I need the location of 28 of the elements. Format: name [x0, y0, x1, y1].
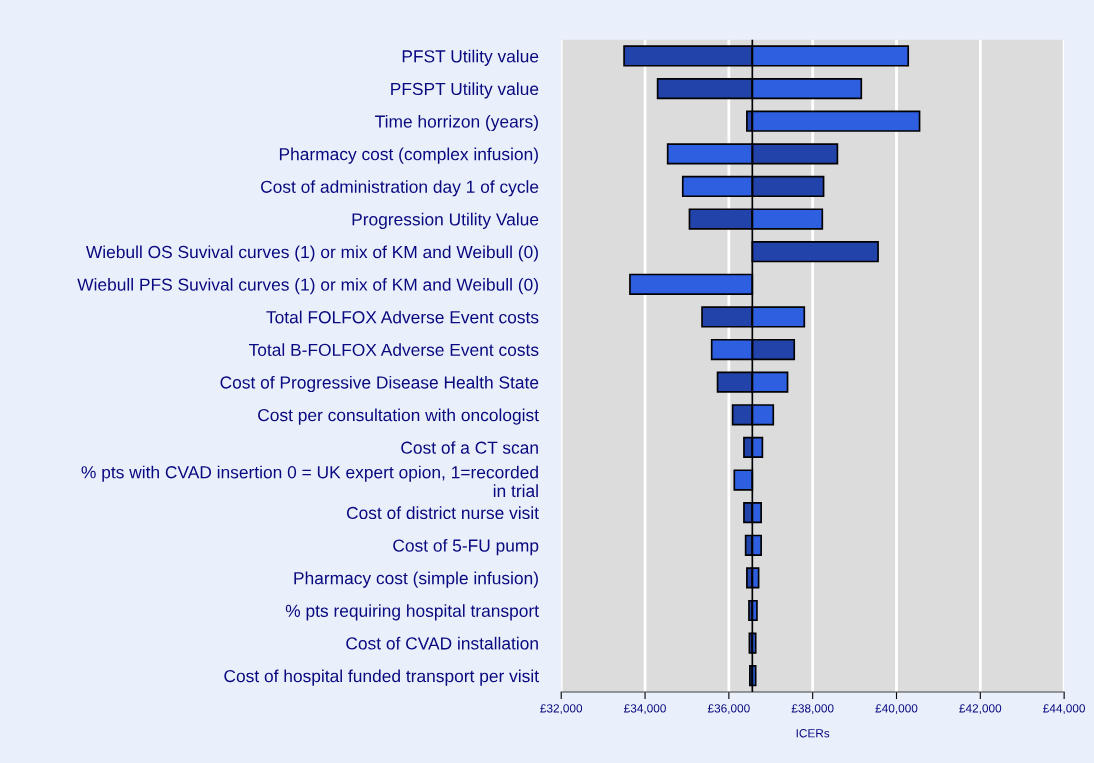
x-tick-label: £36,000 — [707, 704, 750, 714]
x-tick-label: £32,000 — [540, 704, 583, 714]
y-tick-label: Wiebull OS Suvival curves (1) or mix of KM and Weibull (0) — [85, 245, 538, 262]
x-axis-title: ICERs — [796, 729, 830, 738]
y-tick-label: Cost of hospital funded transport per visit — [224, 669, 539, 686]
y-tick-label: Pharmacy cost (complex infusion) — [279, 147, 538, 164]
y-tick-label: Total FOLFOX Adverse Event costs — [266, 310, 539, 324]
y-tick-label: % pts requiring hospital transport — [285, 604, 539, 621]
y-tick-label: PFST Utility value — [402, 49, 539, 66]
y-tick-label: Cost of district nurse visit — [346, 506, 539, 520]
x-tick-label: £44,000 — [1043, 704, 1086, 714]
y-tick-label: Total B-FOLFOX Adverse Event costs — [248, 343, 539, 357]
y-tick-label: Cost per consultation with oncologist — [258, 408, 539, 425]
y-tick-label: Cost of Progressive Disease Health State — [220, 375, 539, 393]
y-tick-label: Cost of CVAD installation — [346, 636, 538, 650]
x-tick-label: £38,000 — [791, 704, 834, 714]
x-tick-label: £34,000 — [624, 704, 666, 714]
x-tick-label: £40,000 — [875, 704, 918, 714]
y-tick-label: Cost of 5-FU pump — [393, 538, 539, 556]
y-tick-label: Progression Utility Value — [352, 212, 539, 229]
y-tick-label: Cost of a CT scan — [401, 441, 538, 454]
y-tick-label: % pts with CVAD insertion 0 = UK expert opion, 1=recorded in trial — [81, 465, 538, 498]
y-tick-label: Wiebull PFS Suvival curves (1) or mix of KM and Weibull (0) — [77, 278, 538, 295]
y-tick-label: Pharmacy cost (simple infusion) — [294, 571, 538, 588]
y-tick-label: Cost of administration day 1 of cycle — [261, 180, 539, 197]
x-tick-label: £42,000 — [959, 704, 1002, 714]
y-tick-label: Time horrizon (years) — [375, 114, 538, 132]
y-tick-label: PFSPT Utility value — [391, 82, 539, 99]
